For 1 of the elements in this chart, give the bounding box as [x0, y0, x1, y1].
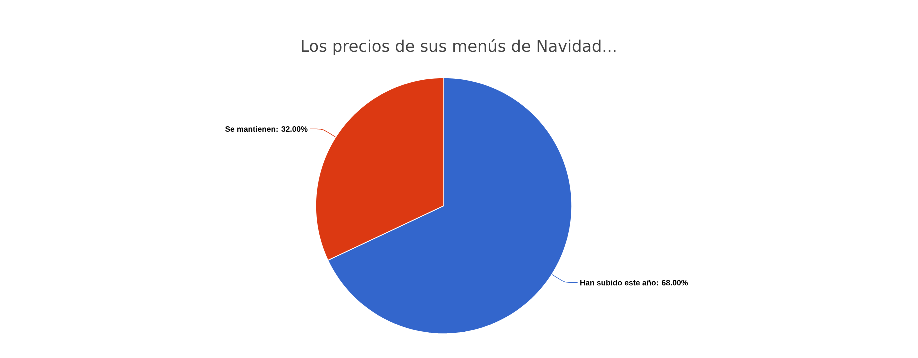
chart-title: Los precios de sus menús de Navidad...: [302, 39, 616, 56]
